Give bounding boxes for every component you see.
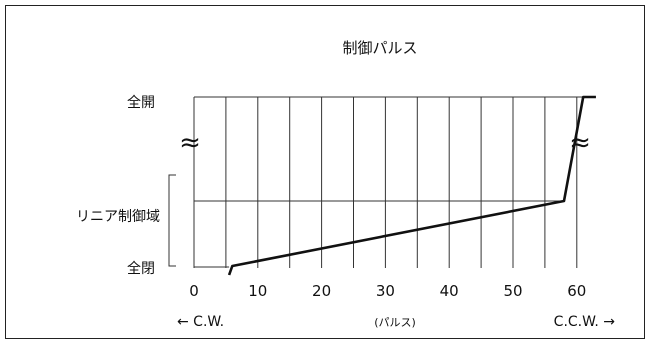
x-tick-0: 0 [189,282,199,300]
y-label-open: 全開 [127,94,155,111]
y-label-closed: 全閉 [127,260,155,277]
x-tick-30: 30 [376,282,395,300]
x-tick-40: 40 [440,282,459,300]
break-left: ≈ [179,128,201,158]
x-axis-label: (パルス) [374,316,416,329]
x-tick-50: 50 [503,282,522,300]
chart-frame [5,5,645,339]
x-tick-60: 60 [567,282,586,300]
y-label-linear: リニア制御域 [76,209,160,225]
direction-cw: ← C.W. [177,314,224,330]
direction-ccw: C.C.W. → [554,314,616,330]
x-tick-10: 10 [248,282,267,300]
linear-range-bracket [168,174,176,267]
x-tick-labels: 0 10 20 30 40 50 60 [189,282,586,300]
control-curve [227,95,596,276]
chart-title: 制御パルス [342,39,417,57]
grid [193,97,578,268]
level-lines [193,96,596,268]
bracket-line [168,174,176,267]
x-tick-20: 20 [312,282,331,300]
